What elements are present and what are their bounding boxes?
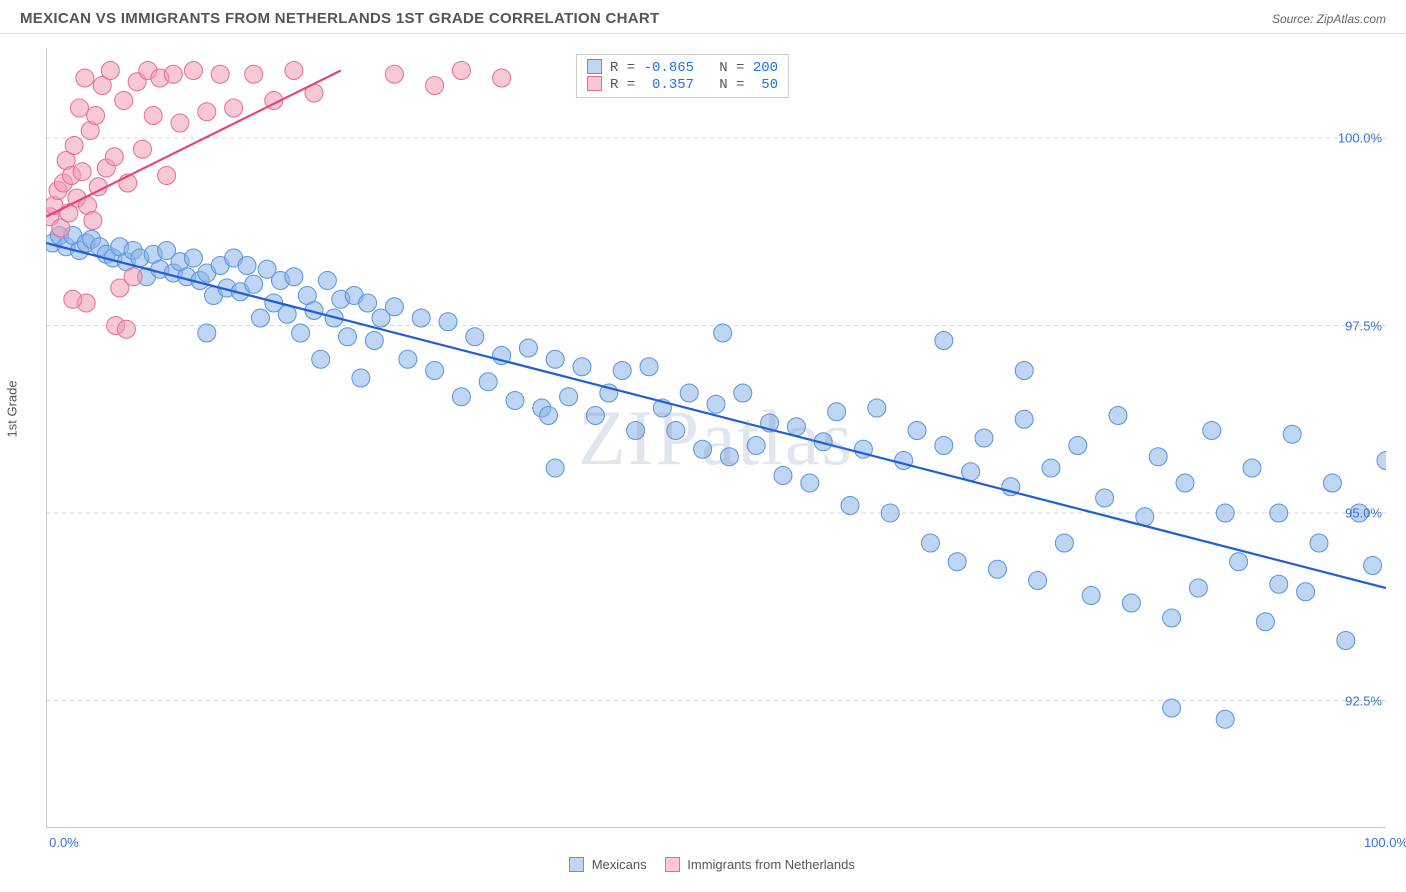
y-axis-label: 1st Grade [5, 380, 20, 437]
y-tick-label: 95.0% [1345, 506, 1382, 521]
legend-swatch [665, 857, 680, 872]
y-tick-label: 100.0% [1338, 131, 1382, 146]
x-tick-label: 0.0% [49, 835, 79, 850]
chart-source: Source: ZipAtlas.com [1272, 12, 1386, 26]
y-tick-label: 92.5% [1345, 693, 1382, 708]
chart-header: MEXICAN VS IMMIGRANTS FROM NETHERLANDS 1… [0, 0, 1406, 34]
correlation-stats-box: R = -0.865 N = 200R = 0.357 N = 50 [576, 54, 789, 98]
legend-label: Immigrants from Netherlands [684, 857, 855, 872]
chart-title: MEXICAN VS IMMIGRANTS FROM NETHERLANDS 1… [20, 10, 660, 27]
y-tick-label: 97.5% [1345, 318, 1382, 333]
legend: Mexicans Immigrants from Netherlands [0, 857, 1406, 872]
stats-row: R = 0.357 N = 50 [587, 76, 778, 93]
plot-area: ZIPatlas 100.0%97.5%95.0%92.5% 0.0%100.0… [46, 48, 1386, 828]
scatter-plot [46, 48, 1386, 828]
stats-row: R = -0.865 N = 200 [587, 59, 778, 76]
legend-label: Mexicans [588, 857, 647, 872]
legend-swatch [569, 857, 584, 872]
x-tick-label: 100.0% [1364, 835, 1406, 850]
